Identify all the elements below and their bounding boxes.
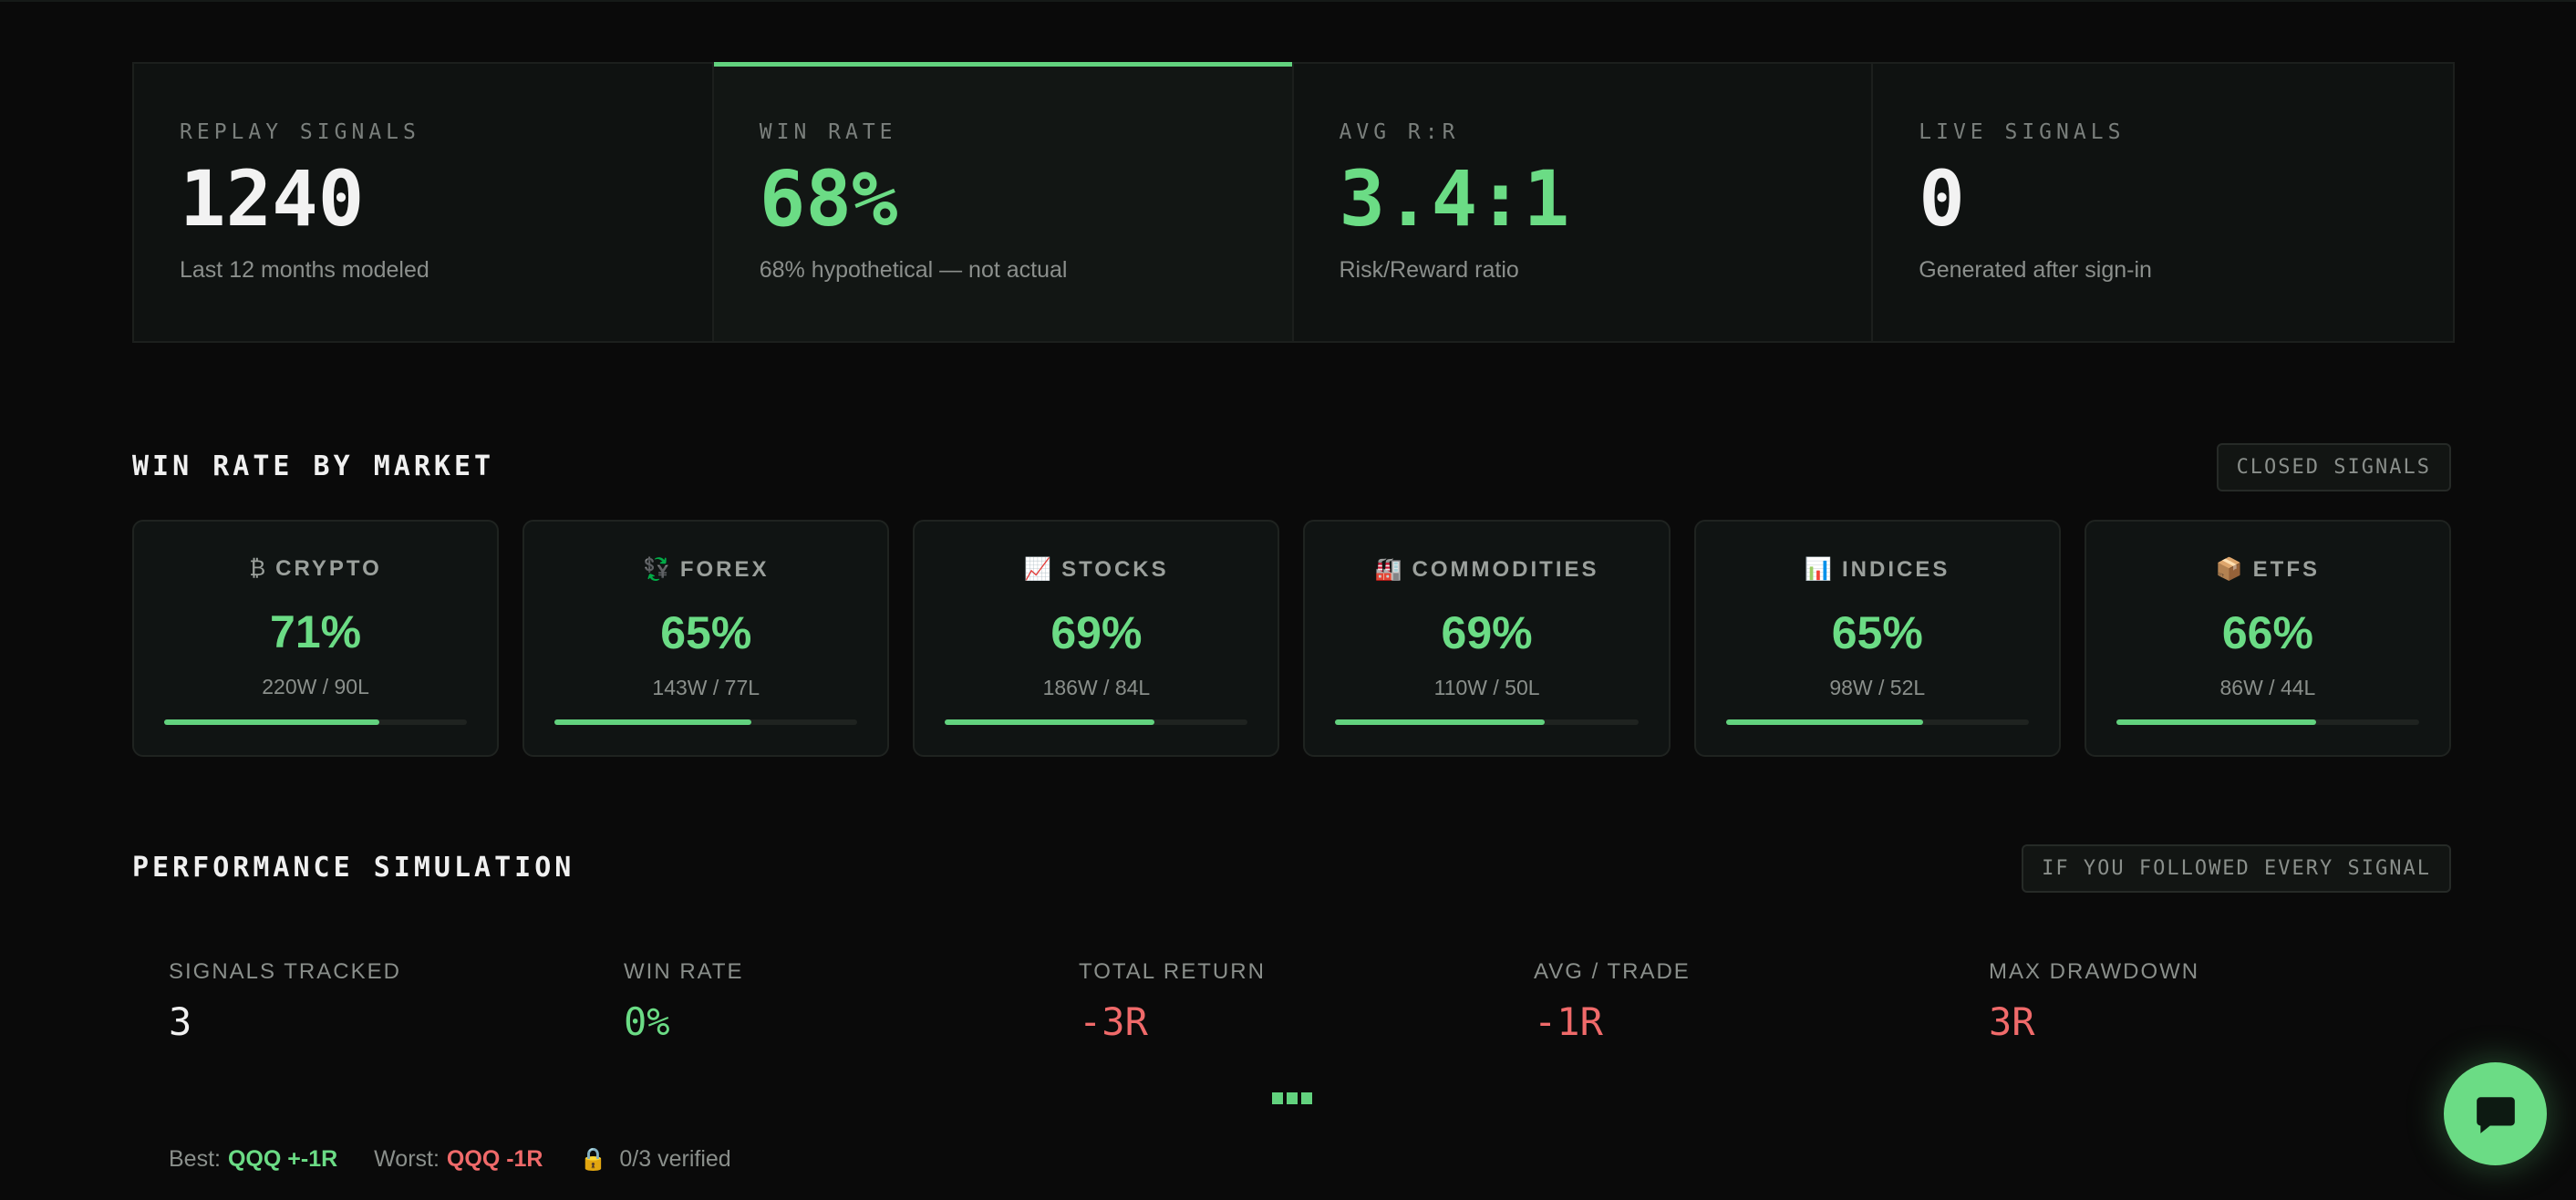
loading-dot <box>1301 1092 1312 1104</box>
followed-every-signal-badge: IF YOU FOLLOWED EVERY SIGNAL <box>2022 844 2451 893</box>
market-win-rate: 71% <box>270 606 362 657</box>
metric-max-drawdown: MAX DRAWDOWN 3R <box>1989 959 2444 1044</box>
market-card-forex[interactable]: 💱 FOREX 65% 143W / 77L <box>522 520 890 757</box>
best-trade-value: QQQ +-1R <box>227 1146 338 1172</box>
market-card-crypto[interactable]: ₿ CRYPTO 71% 220W / 90L <box>132 520 500 757</box>
performance-metrics: SIGNALS TRACKED 3 WIN RATE 0% TOTAL RETU… <box>169 959 2439 1044</box>
market-record: 186W / 84L <box>1042 676 1151 699</box>
chat-button[interactable] <box>2444 1062 2547 1165</box>
market-progress-fill <box>2116 719 2317 725</box>
market-win-rate: 69% <box>1441 607 1533 658</box>
metric-value: 3 <box>169 999 192 1044</box>
stat-subtext: Risk/Reward ratio <box>1339 257 1519 283</box>
metric-label: SIGNALS TRACKED <box>169 959 401 984</box>
chart-up-icon: 📈 <box>1024 557 1055 582</box>
market-name: COMMODITIES <box>1412 557 1599 582</box>
chat-bubble-icon <box>2476 1096 2515 1133</box>
package-icon: 📦 <box>2215 557 2246 582</box>
stat-avg-rr: AVG R:R 3.4:1 Risk/Reward ratio <box>1294 64 1874 341</box>
market-record: 110W / 50L <box>1433 676 1540 699</box>
stat-label: WIN RATE <box>759 120 897 144</box>
market-card-stocks[interactable]: 📈 STOCKS 69% 186W / 84L <box>913 520 1280 757</box>
market-progress-bar <box>554 719 858 725</box>
market-card-commodities[interactable]: 🏭 COMMODITIES 69% 110W / 50L <box>1303 520 1671 757</box>
top-divider <box>0 0 2576 2</box>
market-progress-fill <box>164 719 379 725</box>
metric-value: -1R <box>1534 999 1603 1044</box>
stat-label: REPLAY SIGNALS <box>180 120 420 144</box>
market-name: ETFS <box>2252 557 2321 582</box>
stat-label: AVG R:R <box>1339 120 1460 144</box>
market-record: 220W / 90L <box>262 675 369 698</box>
stat-value: 0 <box>1919 154 1965 243</box>
bitcoin-icon: ₿ <box>249 556 269 581</box>
worst-trade-value: QQQ -1R <box>446 1146 543 1172</box>
metric-label: MAX DRAWDOWN <box>1989 959 2200 984</box>
metric-avg-trade: AVG / TRADE -1R <box>1534 959 1989 1044</box>
market-win-rate: 66% <box>2221 607 2313 658</box>
market-progress-bar <box>1725 719 2029 725</box>
currency-exchange-icon: 💱 <box>642 557 673 582</box>
loading-indicator <box>1272 1092 1312 1104</box>
metric-value: -3R <box>1079 999 1148 1044</box>
win-rate-section-title: WIN RATE BY MARKET <box>132 450 495 482</box>
stat-win-rate: WIN RATE 68% 68% hypothetical — not actu… <box>713 62 1294 341</box>
stats-strip: REPLAY SIGNALS 1240 Last 12 months model… <box>132 62 2455 343</box>
metric-value: 0% <box>624 999 670 1044</box>
market-progress-fill <box>945 719 1154 725</box>
market-name: INDICES <box>1842 557 1950 582</box>
loading-dot <box>1287 1092 1298 1104</box>
market-win-rate: 69% <box>1050 607 1143 658</box>
best-label: Best: <box>169 1146 221 1172</box>
worst-label: Worst: <box>374 1146 440 1172</box>
metric-label: WIN RATE <box>624 959 744 984</box>
lock-icon: 🔒 <box>579 1147 607 1172</box>
stat-subtext: Last 12 months modeled <box>180 257 429 283</box>
metric-value: 3R <box>1989 999 2035 1044</box>
market-progress-bar <box>2116 719 2419 725</box>
market-card-etfs[interactable]: 📦 ETFS 66% 86W / 44L <box>2084 520 2451 757</box>
market-progress-bar <box>1335 719 1639 725</box>
market-name: FOREX <box>679 557 770 582</box>
market-progress-bar <box>164 719 468 725</box>
metric-label: TOTAL RETURN <box>1079 959 1266 984</box>
stat-subtext: Generated after sign-in <box>1919 257 2152 283</box>
stat-label: LIVE SIGNALS <box>1919 120 2126 144</box>
metric-win-rate: WIN RATE 0% <box>624 959 1079 1044</box>
market-win-rate: 65% <box>660 607 752 658</box>
stat-value: 3.4:1 <box>1339 154 1570 243</box>
stat-value: 1240 <box>180 154 365 243</box>
stat-subtext: 68% hypothetical — not actual <box>759 257 1068 283</box>
market-progress-fill <box>1335 719 1545 725</box>
market-progress-bar <box>945 719 1248 725</box>
market-cards: ₿ CRYPTO 71% 220W / 90L 💱 FOREX 65% 143W /… <box>132 520 2451 757</box>
metric-total-return: TOTAL RETURN -3R <box>1079 959 1534 1044</box>
market-record: 143W / 77L <box>652 676 760 699</box>
market-card-indices[interactable]: 📊 INDICES 65% 98W / 52L <box>1693 520 2061 757</box>
verified-count: 0/3 verified <box>619 1146 731 1172</box>
closed-signals-badge: CLOSED SIGNALS <box>2216 443 2451 491</box>
market-win-rate: 65% <box>1831 607 1923 658</box>
loading-dot <box>1272 1092 1283 1104</box>
market-progress-fill <box>554 719 752 725</box>
market-progress-fill <box>1725 719 1923 725</box>
factory-icon: 🏭 <box>1374 557 1405 582</box>
market-record: 86W / 44L <box>2219 676 2316 699</box>
bar-chart-icon: 📊 <box>1805 557 1835 582</box>
stat-value: 68% <box>759 154 898 243</box>
trade-summary-line: Best: QQQ +-1R Worst: QQQ -1R 🔒 0/3 veri… <box>169 1146 731 1173</box>
stat-replay-signals: REPLAY SIGNALS 1240 Last 12 months model… <box>134 64 714 341</box>
metric-signals-tracked: SIGNALS TRACKED 3 <box>169 959 624 1044</box>
stat-live-signals: LIVE SIGNALS 0 Generated after sign-in <box>1873 64 2453 341</box>
metric-label: AVG / TRADE <box>1534 959 1691 984</box>
market-name: STOCKS <box>1061 557 1169 582</box>
performance-section-title: PERFORMANCE SIMULATION <box>132 852 575 884</box>
market-record: 98W / 52L <box>1829 676 1926 699</box>
market-name: CRYPTO <box>275 556 382 581</box>
